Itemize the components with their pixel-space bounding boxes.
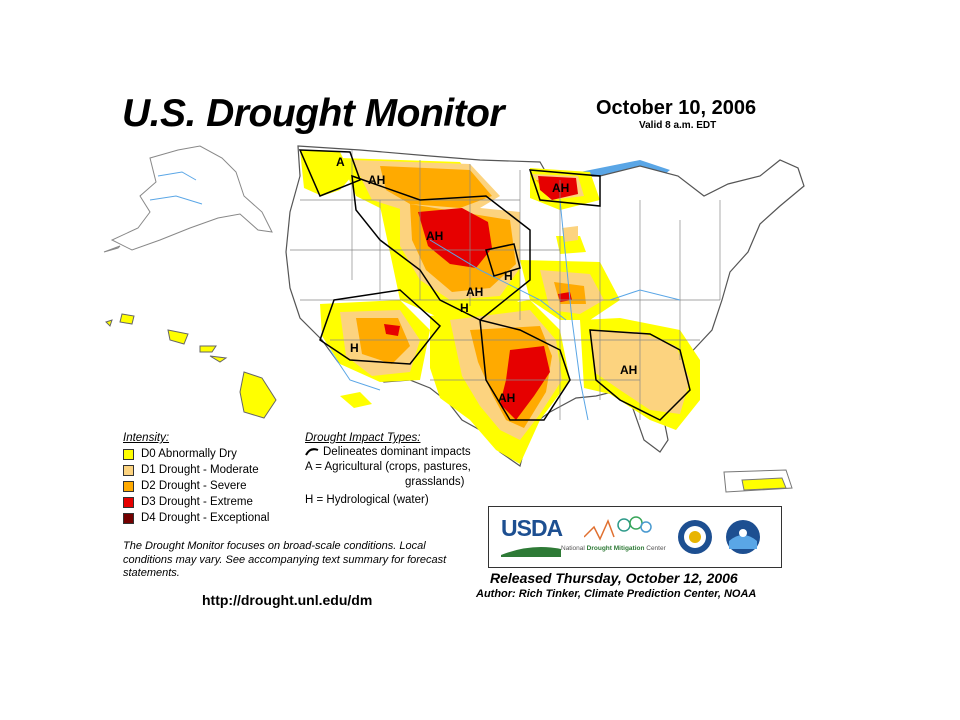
legend-label: D1 Drought - Moderate — [141, 464, 259, 476]
impact-row: A = Agricultural (crops, pastures, — [305, 461, 471, 473]
impact-label: AH — [498, 391, 515, 405]
ndmc-trees-icon — [584, 516, 652, 541]
impact-label: H — [504, 269, 513, 283]
legend-label: D2 Drought - Severe — [141, 480, 247, 492]
intensity-legend: Intensity: D0 Abnormally Dry D1 Drought … — [123, 432, 269, 526]
impact-title: Drought Impact Types: — [305, 432, 421, 444]
page-title: U.S. Drought Monitor — [122, 92, 505, 135]
d2-swatch — [123, 480, 134, 492]
legend-item: D2 Drought - Severe — [123, 478, 269, 494]
d4-swatch — [123, 512, 134, 524]
d0-swatch — [123, 448, 134, 460]
noaa-logo-icon — [726, 520, 760, 554]
impact-label: H — [350, 341, 359, 355]
hawaii-inset — [105, 313, 277, 419]
release-date: Released Thursday, October 12, 2006 — [490, 570, 738, 586]
legend-label: D0 Abnormally Dry — [141, 448, 237, 460]
impact-row: grasslands) — [405, 476, 465, 488]
boundary-line-icon — [305, 448, 319, 456]
legend-item: D1 Drought - Moderate — [123, 462, 269, 478]
logo-panel: USDA National Drought Mitigation Center — [488, 506, 782, 568]
usda-logo: USDA — [501, 515, 563, 541]
legend-item: D0 Abnormally Dry — [123, 446, 269, 462]
impact-label: A — [336, 155, 345, 169]
impact-label: AH — [620, 363, 637, 377]
d1-swatch — [123, 464, 134, 476]
impact-label: AH — [552, 181, 569, 195]
puerto-rico-inset — [723, 469, 793, 493]
impact-row: Delineates dominant impacts — [305, 446, 471, 461]
valid-time: Valid 8 a.m. EDT — [639, 120, 717, 131]
map-date: October 10, 2006 — [596, 97, 757, 119]
author-credit: Author: Rich Tinker, Climate Prediction … — [476, 588, 757, 600]
d3-swatch — [123, 496, 134, 508]
commerce-seal-icon — [678, 520, 712, 554]
impact-label: H — [460, 301, 469, 315]
conus-map: A AH AH AH H AH H H AH AH — [285, 145, 805, 467]
impact-label: AH — [368, 173, 385, 187]
legend-item: D4 Drought - Exceptional — [123, 510, 269, 526]
impact-label: AH — [426, 229, 443, 243]
legend-item: D3 Drought - Extreme — [123, 494, 269, 510]
legend-label: D3 Drought - Extreme — [141, 496, 253, 508]
impact-row: H = Hydrological (water) — [305, 494, 429, 506]
impact-legend: Drought Impact Types: Delineates dominan… — [305, 432, 471, 509]
intensity-title: Intensity: — [123, 432, 170, 444]
source-url[interactable]: http://drought.unl.edu/dm — [202, 592, 373, 608]
alaska-inset — [103, 145, 273, 253]
legend-label: D4 Drought - Exceptional — [141, 512, 270, 524]
usda-swoosh-icon — [501, 547, 561, 557]
ndmc-logo-text: National Drought Mitigation Center — [561, 545, 666, 552]
impact-label: AH — [466, 285, 483, 299]
disclaimer-note: The Drought Monitor focuses on broad-sca… — [123, 540, 447, 579]
